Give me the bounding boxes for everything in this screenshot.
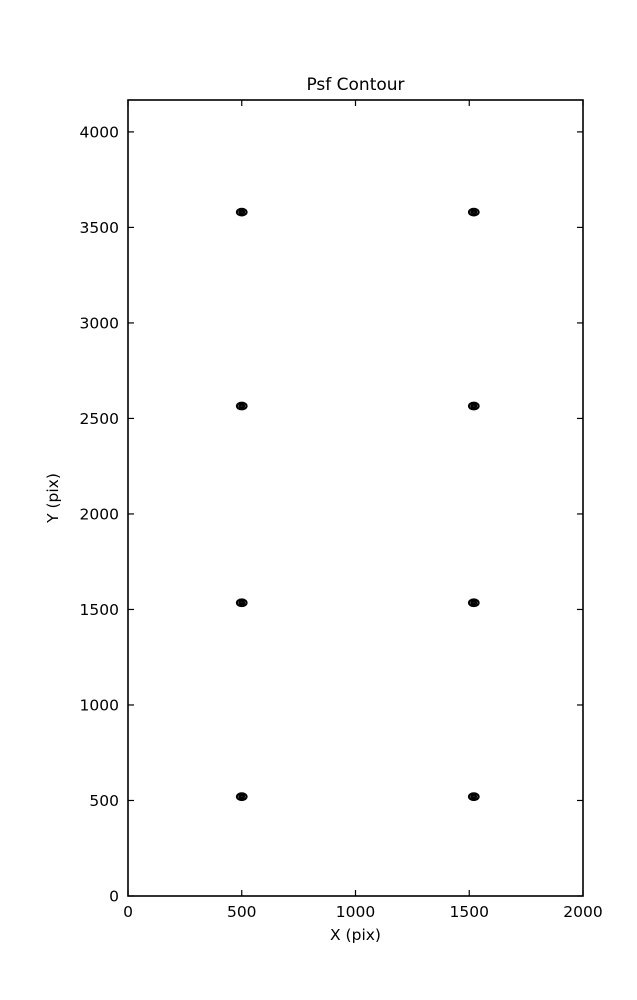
contour-ring	[236, 208, 247, 216]
y-tick-label: 1000	[80, 696, 119, 714]
contour-ring	[235, 401, 248, 411]
contour-core	[473, 602, 475, 604]
contour-ring	[238, 793, 246, 800]
contour-blob	[467, 207, 480, 217]
contour-blob	[235, 401, 248, 411]
contour-ring	[240, 210, 244, 214]
contour-ring	[472, 601, 476, 605]
contour-core	[241, 211, 243, 213]
contour-ring	[470, 793, 478, 800]
x-tick-label: 2000	[563, 903, 602, 921]
y-tick-label: 4000	[80, 123, 119, 141]
contour-blob	[467, 792, 480, 802]
contour-core	[473, 405, 475, 407]
x-tick-label: 0	[123, 903, 133, 921]
contour-ring	[236, 793, 247, 801]
x-tick-label: 1500	[450, 903, 489, 921]
contour-ring	[238, 403, 246, 409]
x-tick-label: 500	[227, 903, 257, 921]
contour-ring	[472, 210, 476, 214]
y-tick-label: 3500	[80, 219, 119, 237]
contour-blob	[235, 207, 248, 217]
contour-blob	[235, 598, 248, 608]
contour-core	[473, 796, 475, 797]
contour-ring	[235, 598, 248, 608]
y-axis-ticks: 0 500 1000 1500 2000 2500 3000 3500 4000	[80, 123, 583, 906]
contour-core	[473, 211, 475, 213]
contour-core	[241, 405, 243, 407]
contour-ring	[467, 598, 480, 608]
contour-ring	[468, 208, 479, 216]
contour-core	[241, 796, 243, 797]
x-axis-ticks: 0 500 1000 1500 2000	[123, 100, 603, 921]
contour-ring	[467, 792, 480, 802]
contour-blob	[467, 598, 480, 608]
contour-ring	[467, 207, 480, 217]
x-axis-label: X (pix)	[330, 926, 381, 944]
contour-core	[241, 602, 243, 604]
contour-ring	[472, 795, 476, 799]
contour-ring	[240, 404, 244, 408]
contour-ring	[235, 207, 248, 217]
contour-ring	[470, 403, 478, 409]
y-tick-label: 0	[109, 888, 119, 906]
contour-ring	[240, 601, 244, 605]
y-axis-label: Y (pix)	[44, 473, 62, 524]
contour-ring	[468, 599, 479, 607]
x-tick-label: 1000	[336, 903, 375, 921]
contour-ring	[236, 599, 247, 607]
contour-blob	[467, 401, 480, 411]
y-tick-label: 3000	[80, 314, 119, 332]
contour-ring	[238, 600, 246, 606]
contour-ring	[468, 793, 479, 801]
y-tick-label: 2500	[80, 410, 119, 428]
contour-ring	[240, 795, 244, 799]
contour-ring	[235, 792, 248, 802]
contour-blob	[235, 792, 248, 802]
contour-ring	[467, 401, 480, 411]
contour-ring	[468, 402, 479, 410]
axes-background	[128, 100, 583, 896]
contour-ring	[470, 600, 478, 606]
y-tick-label: 2000	[80, 505, 119, 523]
contour-ring	[470, 209, 478, 215]
contour-markers	[235, 207, 480, 802]
y-tick-label: 1500	[80, 601, 119, 619]
contour-ring	[238, 209, 246, 215]
contour-ring	[472, 404, 476, 408]
page-title: Psf Contour	[306, 75, 404, 95]
y-tick-label: 500	[89, 792, 119, 810]
contour-ring	[236, 402, 247, 410]
